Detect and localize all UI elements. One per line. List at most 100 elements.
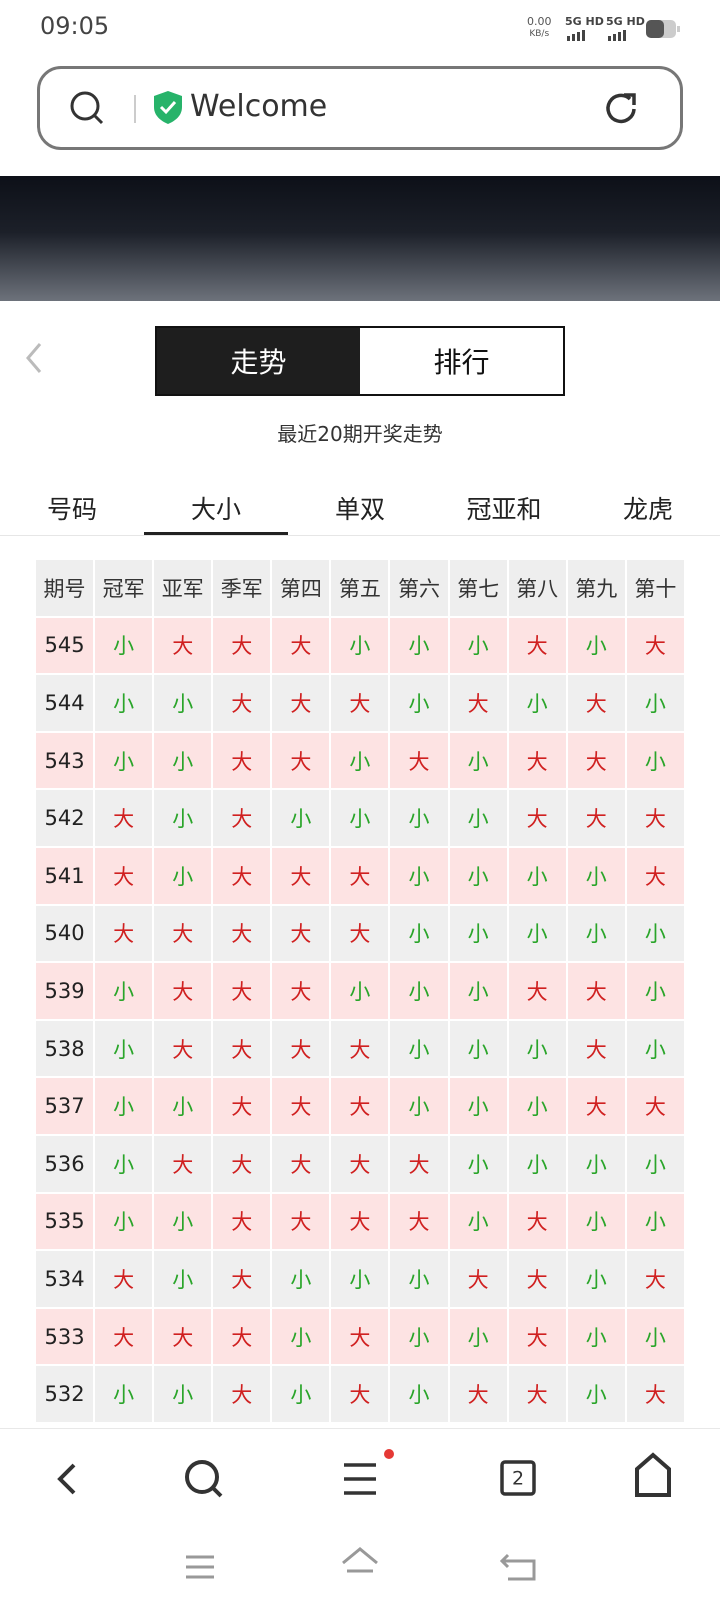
result-cell: 大: [95, 847, 153, 904]
result-cell: 小: [95, 675, 153, 731]
result-cell: 大: [213, 1020, 271, 1077]
issue-cell: 538: [36, 1020, 94, 1077]
tabs-button[interactable]: [500, 1460, 536, 1496]
result-cell: 小: [331, 1251, 389, 1307]
result-cell: 大: [213, 1078, 271, 1134]
result-cell: 大: [331, 905, 389, 962]
back-arrow[interactable]: [22, 340, 46, 376]
result-cell: 小: [626, 1135, 684, 1192]
result-cell: 小: [390, 1308, 448, 1365]
table-row: 542 大小大小小小小大大大: [36, 790, 684, 846]
category-tab[interactable]: 冠亚和: [466, 495, 542, 524]
header-cell: 第四: [272, 560, 330, 616]
search-bar[interactable]: Welcome: [37, 66, 683, 150]
result-cell: 小: [567, 905, 625, 962]
issue-cell: 544: [36, 675, 94, 731]
result-cell: 大: [213, 675, 271, 731]
banner: [0, 176, 720, 301]
trend-table: 期号 冠军 亚军 季军 第四 第五 第六 第七 第八 第九 第十 545 小大大大小小小大小大 544 小小…: [36, 560, 684, 1424]
result-cell: 大: [390, 732, 448, 789]
category-tabs: 号码 大小 单双 冠亚和 龙虎: [0, 480, 720, 536]
speed-value: 0.00: [527, 15, 552, 28]
result-cell: 小: [95, 1135, 153, 1192]
home-button[interactable]: [635, 1452, 671, 1497]
table-row: 532 小小大小大小大大小大: [36, 1366, 684, 1422]
table-row: 535 小小大大大大小大小小: [36, 1193, 684, 1250]
result-cell: 小: [390, 1078, 448, 1134]
result-cell: 大: [626, 617, 684, 674]
table-row: 543 小小大大小大小大大小: [36, 732, 684, 789]
header-cell: 第六: [390, 560, 448, 616]
result-cell: 大: [272, 1193, 330, 1250]
result-cell: 大: [331, 1078, 389, 1134]
toggle-tab[interactable]: 走势: [157, 328, 360, 394]
result-cell: 小: [390, 1020, 448, 1077]
result-cell: 小: [95, 1020, 153, 1077]
result-cell: 小: [95, 1078, 153, 1134]
signal-battery: [567, 30, 626, 41]
result-cell: 大: [567, 963, 625, 1019]
result-cell: 小: [272, 790, 330, 846]
result-cell: 小: [449, 790, 507, 846]
search-button[interactable]: [185, 1460, 223, 1498]
network: 5G HD: [606, 15, 645, 28]
toggle-tab[interactable]: 排行: [360, 328, 563, 394]
result-cell: 小: [449, 963, 507, 1019]
result-cell: 大: [272, 617, 330, 674]
issue-cell: 534: [36, 1251, 94, 1307]
table-row: 538 小大大大大小小小大小: [36, 1020, 684, 1077]
result-cell: 大: [331, 1020, 389, 1077]
reload-icon[interactable]: [602, 89, 642, 129]
table-row: 534 大小大小小小大大小大: [36, 1251, 684, 1307]
header-cell: 第五: [331, 560, 389, 616]
result-cell: 大: [331, 1193, 389, 1250]
result-cell: 大: [213, 617, 271, 674]
result-cell: 小: [154, 1366, 212, 1422]
header-cell: 期号: [36, 560, 94, 616]
result-cell: 小: [390, 617, 448, 674]
result-cell: 大: [213, 963, 271, 1019]
header-cell: 亚军: [154, 560, 212, 616]
back-button[interactable]: [57, 1463, 76, 1495]
category-tab[interactable]: 大小: [144, 480, 288, 535]
issue-cell: 540: [36, 905, 94, 962]
toggle: 走势 排行: [155, 326, 565, 396]
category-tab[interactable]: 单双: [334, 495, 385, 524]
result-cell: 大: [626, 1366, 684, 1422]
header-cell: 季军: [213, 560, 271, 616]
category-tab[interactable]: 号码: [46, 495, 97, 524]
result-cell: 小: [390, 963, 448, 1019]
result-cell: 大: [272, 847, 330, 904]
nav-icons: 2: [57, 1449, 671, 1581]
result-cell: 小: [390, 790, 448, 846]
result-cell: 大: [154, 905, 212, 962]
menu-button[interactable]: [344, 1449, 394, 1495]
header-cell: 第七: [449, 560, 507, 616]
table-row: 540 大大大大大小小小小小: [36, 905, 684, 962]
result-cell: 大: [213, 847, 271, 904]
result-cell: 大: [331, 1135, 389, 1192]
category-tab[interactable]: 龙虎: [622, 495, 673, 524]
result-cell: 大: [272, 905, 330, 962]
result-cell: 大: [272, 963, 330, 1019]
result-cell: 小: [95, 963, 153, 1019]
result-cell: 大: [508, 790, 566, 846]
result-cell: 小: [449, 617, 507, 674]
subtitle: 最近20期开奖走势: [277, 422, 443, 446]
issue-cell: 537: [36, 1078, 94, 1134]
tab-count: 2: [512, 1468, 524, 1490]
network: 5G HD: [565, 15, 604, 28]
issue-cell: 543: [36, 732, 94, 789]
table-row: 545 小大大大小小小大小大: [36, 617, 684, 674]
result-cell: 小: [449, 1020, 507, 1077]
header-cell: 第九: [567, 560, 625, 616]
table-row: 536 小大大大大大小小小小: [36, 1135, 684, 1192]
result-cell: 小: [95, 1193, 153, 1250]
result-cell: 小: [449, 732, 507, 789]
result-cell: 大: [154, 1020, 212, 1077]
result-cell: 小: [449, 905, 507, 962]
result-cell: 小: [95, 617, 153, 674]
result-cell: 小: [508, 847, 566, 904]
result-cell: 大: [95, 905, 153, 962]
